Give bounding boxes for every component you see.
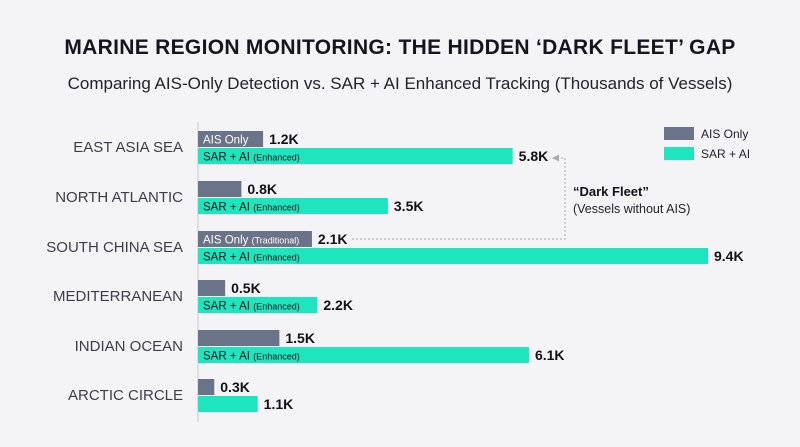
legend: AIS Only SAR + AI — [664, 127, 750, 161]
ais-bar — [198, 131, 264, 147]
sar-bar — [198, 297, 318, 313]
category-label: SOUTH CHINA SEA — [46, 239, 183, 256]
value-label: 9.4K — [714, 248, 744, 264]
bar-inner-label: SAR + AI (Enhanced) — [203, 152, 300, 164]
value-label: 0.3K — [220, 379, 250, 395]
chart-title: MARINE REGION MONITORING: THE HIDDEN ‘DA… — [64, 36, 736, 59]
value-label: 2.1K — [318, 231, 348, 247]
value-label: 0.5K — [231, 280, 261, 296]
annotation-connector — [352, 157, 566, 240]
sar-bar — [198, 396, 258, 412]
value-label: 6.1K — [535, 347, 565, 363]
bar-inner-label: AIS Only — [203, 135, 249, 147]
bar-inner-label: SAR + AI (Enhanced) — [203, 202, 300, 214]
legend-label: SAR + AI — [701, 147, 750, 161]
category-label: EAST ASIA SEA — [73, 139, 183, 156]
ais-bar — [198, 231, 312, 247]
value-label: 3.5K — [394, 198, 424, 214]
value-label: 0.8K — [247, 181, 277, 197]
category-label: NORTH ATLANTIC — [55, 189, 183, 206]
bar-inner-label: SAR + AI (Enhanced) — [203, 351, 300, 363]
value-label: 1.2K — [269, 131, 299, 147]
bar-inner-label: SAR + AI (Enhanced) — [203, 252, 300, 264]
value-label: 5.8K — [519, 148, 549, 164]
value-label: 2.2K — [323, 297, 353, 313]
value-label: 1.1K — [264, 396, 294, 412]
chart-subtitle: Comparing AIS-Only Detection vs. SAR + A… — [67, 74, 733, 93]
bar-inner-label: AIS Only (Traditional) — [203, 235, 299, 247]
sar-bar — [198, 248, 708, 264]
ais-bar — [198, 280, 226, 296]
category-label: ARCTIC CIRCLE — [68, 387, 183, 404]
annotation-arrowhead — [552, 154, 559, 162]
legend-label: AIS Only — [701, 127, 748, 141]
legend-swatch-sar — [664, 147, 694, 160]
ais-bar — [198, 330, 280, 346]
annotation-title: “Dark Fleet” — [573, 184, 649, 199]
sar-bar — [198, 148, 513, 164]
ais-bar — [198, 181, 242, 197]
ais-bar — [198, 379, 215, 395]
dark-fleet-annotation: “Dark Fleet” (Vessels without AIS) — [352, 154, 690, 240]
category-label: INDIAN OCEAN — [75, 338, 183, 355]
legend-swatch-ais — [664, 127, 694, 140]
category-label: MEDITERRANEAN — [53, 288, 183, 305]
annotation-text: (Vessels without AIS) — [573, 202, 690, 216]
sar-bar — [198, 347, 529, 363]
bar-inner-label: SAR + AI (Enhanced) — [203, 301, 300, 313]
value-label: 1.5K — [285, 330, 315, 346]
sar-bar — [198, 198, 388, 214]
